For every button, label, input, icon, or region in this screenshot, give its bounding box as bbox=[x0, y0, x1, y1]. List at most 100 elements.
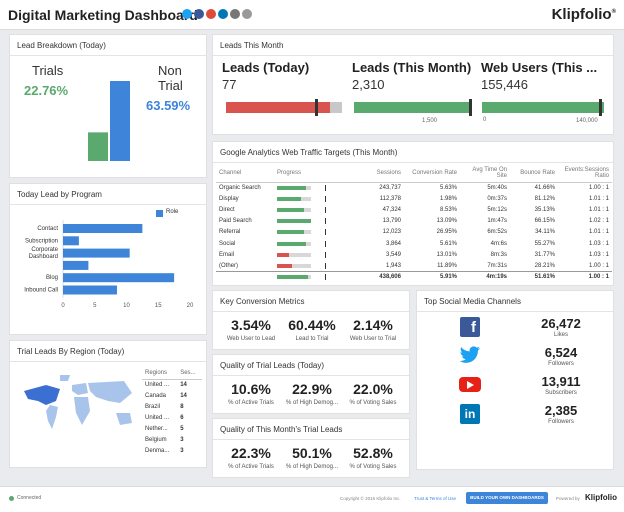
progress-bar bbox=[277, 196, 311, 201]
progress-cell bbox=[274, 216, 322, 227]
linkedin-share-icon[interactable] bbox=[218, 9, 228, 19]
progress-cell bbox=[274, 182, 322, 193]
bullet-target-marker bbox=[599, 99, 602, 116]
table-row[interactable]: Denma... 3 bbox=[142, 445, 202, 456]
target-marker bbox=[325, 240, 326, 247]
sessions-cell: 13,790 bbox=[382, 218, 401, 225]
bounce-cell: 31.77% bbox=[534, 251, 555, 258]
table-total-row: 438,606 5.91% 4m:19s 51.61% 1.00 : 1 bbox=[216, 270, 612, 283]
x-tick-label: 5 bbox=[93, 303, 97, 309]
region-cell: Belgium bbox=[145, 436, 167, 443]
page-title: Digital Marketing Dashboard bbox=[8, 7, 198, 23]
kpi-label: % of Active Trials bbox=[228, 400, 274, 406]
metric-label: Leads (Today) bbox=[222, 60, 310, 75]
bullet-bar-leads-month bbox=[354, 99, 472, 116]
ratio-cell: 1.01 : 1 bbox=[588, 195, 609, 202]
target-marker-cell bbox=[322, 238, 329, 249]
col-header[interactable]: Progress bbox=[274, 164, 322, 183]
kpi-label: % of High Demog... bbox=[285, 400, 339, 406]
channel-cell: Organic Search bbox=[219, 184, 261, 191]
target-marker bbox=[325, 251, 326, 258]
col-header[interactable]: Avg Time On Site bbox=[460, 164, 510, 183]
share-icons bbox=[182, 9, 252, 19]
category-label: Subscription bbox=[25, 238, 58, 244]
social-label: Followers bbox=[548, 361, 574, 367]
progress-cell bbox=[274, 193, 322, 204]
bullet-fill bbox=[482, 102, 604, 113]
progress-bar bbox=[277, 263, 311, 268]
table-row: Email 3,549 13.01% 8m:3s 31.77% 1.03 : 1 bbox=[216, 249, 612, 260]
ratio-cell: 1.01 : 1 bbox=[588, 206, 609, 213]
table-row[interactable]: Belgium 3 bbox=[142, 434, 202, 445]
sessions-cell: 14 bbox=[180, 392, 187, 399]
col-header[interactable]: Ses... bbox=[177, 367, 202, 380]
time-cell: 0m:37s bbox=[487, 195, 507, 202]
twitter-share-icon[interactable] bbox=[182, 9, 192, 19]
kpi-item: 22.3% % of Active Trials bbox=[219, 445, 283, 470]
sessions-cell: 3,864 bbox=[385, 240, 401, 247]
kpi-value: 60.44% bbox=[288, 317, 336, 333]
target-marker-cell bbox=[322, 249, 329, 260]
facebook-icon[interactable]: f bbox=[460, 317, 480, 337]
non-trial-label-1: Non bbox=[158, 63, 182, 78]
progress-bar bbox=[277, 230, 311, 235]
table-row[interactable]: United ... 6 bbox=[142, 412, 202, 423]
progress-bar bbox=[277, 185, 311, 190]
twitter-icon[interactable] bbox=[459, 346, 481, 364]
youtube-icon[interactable] bbox=[459, 377, 481, 392]
col-header[interactable]: Conversion Rate bbox=[404, 164, 460, 183]
col-header[interactable]: Events:Sessions Ratio bbox=[558, 164, 612, 183]
table-row[interactable]: Canada 14 bbox=[142, 390, 202, 401]
social-value: 26,472 bbox=[541, 316, 581, 331]
table-row[interactable]: United ... 14 bbox=[142, 379, 202, 390]
social-stat: 26,472 Likes bbox=[531, 316, 591, 338]
footer-bar: Connected Copyright © 2016 Klipfolio Inc… bbox=[0, 486, 624, 512]
bullet-target-marker bbox=[469, 99, 472, 116]
metric-label: Leads (This Month) bbox=[352, 60, 472, 75]
connection-status: Connected bbox=[17, 495, 42, 501]
col-header[interactable]: Bounce Rate bbox=[510, 164, 558, 183]
col-header[interactable]: Sessions bbox=[329, 164, 404, 183]
sessions-cell: 243,737 bbox=[379, 184, 401, 191]
channel-cell: Social bbox=[219, 240, 236, 247]
metric-value: 2,310 bbox=[352, 77, 385, 92]
channel-cell: Paid Search bbox=[219, 218, 252, 225]
social-value: 13,911 bbox=[541, 374, 581, 389]
x-tick-label: 20 bbox=[187, 303, 194, 309]
progress-fill bbox=[277, 207, 305, 212]
brand-logo[interactable]: Klipfolio® bbox=[551, 6, 616, 23]
region-cell: United ... bbox=[145, 381, 170, 388]
col-header[interactable]: Channel bbox=[216, 164, 274, 183]
lead-breakdown-chart bbox=[88, 81, 130, 161]
sessions-cell: 438,606 bbox=[329, 270, 404, 283]
trust-link[interactable]: Trust & Terms of Use bbox=[414, 496, 457, 501]
kpi-label: % of Voting Sales bbox=[349, 400, 397, 406]
table-row: Organic Search 243,737 5.63% 5m:40s 41.66% 1.… bbox=[216, 182, 612, 193]
copyright-text: Copyright © 2016 Klipfolio Inc. bbox=[340, 496, 401, 501]
google-share-icon[interactable] bbox=[206, 9, 216, 19]
social-media-panel: Top Social Media Channels f 26,472 Likes … bbox=[416, 290, 614, 470]
progress-bar bbox=[277, 275, 311, 280]
link-share-icon[interactable] bbox=[242, 9, 252, 19]
panel-title: Quality of This Month's Trial Leads bbox=[220, 425, 343, 434]
ga-table: Channel Progress Sessions Conversion Rat… bbox=[216, 164, 612, 283]
panel-title: Today Lead by Program bbox=[17, 190, 102, 199]
facebook-share-icon[interactable] bbox=[194, 9, 204, 19]
non-trial-value: 63.59% bbox=[146, 98, 191, 113]
email-share-icon[interactable] bbox=[230, 9, 240, 19]
bullet-target-marker bbox=[315, 99, 318, 116]
bounce-cell: 66.15% bbox=[534, 218, 555, 225]
table-row[interactable]: Brazil 8 bbox=[142, 401, 202, 412]
trials-label: Trials bbox=[32, 63, 64, 78]
footer-brand-logo[interactable]: Klipfolio bbox=[585, 493, 617, 502]
kpi-value: 22.3% bbox=[231, 445, 271, 461]
panel-title: Lead Breakdown (Today) bbox=[17, 41, 106, 50]
table-row[interactable]: Nether... 5 bbox=[142, 423, 202, 434]
linkedin-icon[interactable]: in bbox=[460, 404, 480, 424]
build-dashboards-button[interactable]: BUILD YOUR OWN DASHBOARDS bbox=[466, 492, 548, 504]
sessions-cell: 14 bbox=[180, 381, 187, 388]
col-header[interactable]: Regions bbox=[142, 367, 178, 380]
conversion-cell: 5.61% bbox=[439, 240, 457, 247]
program-bar bbox=[63, 260, 89, 270]
